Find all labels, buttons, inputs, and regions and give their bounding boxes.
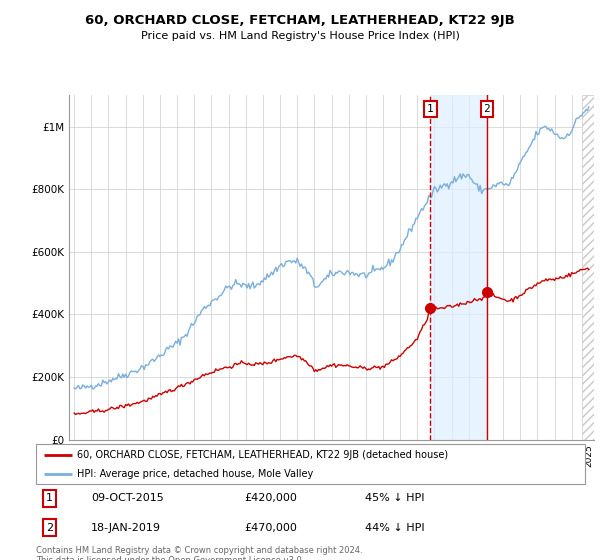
- Text: 18-JAN-2019: 18-JAN-2019: [91, 522, 161, 533]
- Text: Contains HM Land Registry data © Crown copyright and database right 2024.
This d: Contains HM Land Registry data © Crown c…: [36, 546, 362, 560]
- Text: £470,000: £470,000: [245, 522, 298, 533]
- Text: 44% ↓ HPI: 44% ↓ HPI: [365, 522, 425, 533]
- Text: 2: 2: [484, 104, 490, 114]
- Text: £420,000: £420,000: [245, 493, 298, 503]
- Text: Price paid vs. HM Land Registry's House Price Index (HPI): Price paid vs. HM Land Registry's House …: [140, 31, 460, 41]
- FancyBboxPatch shape: [36, 444, 585, 484]
- Text: 45% ↓ HPI: 45% ↓ HPI: [365, 493, 425, 503]
- Bar: [581, 95, 598, 440]
- Text: 1: 1: [46, 493, 53, 503]
- Text: 09-OCT-2015: 09-OCT-2015: [91, 493, 164, 503]
- Text: 60, ORCHARD CLOSE, FETCHAM, LEATHERHEAD, KT22 9JB: 60, ORCHARD CLOSE, FETCHAM, LEATHERHEAD,…: [85, 14, 515, 27]
- Text: HPI: Average price, detached house, Mole Valley: HPI: Average price, detached house, Mole…: [77, 469, 313, 479]
- Text: 1: 1: [427, 104, 434, 114]
- Text: 60, ORCHARD CLOSE, FETCHAM, LEATHERHEAD, KT22 9JB (detached house): 60, ORCHARD CLOSE, FETCHAM, LEATHERHEAD,…: [77, 450, 448, 460]
- Text: 2: 2: [46, 522, 53, 533]
- Bar: [581, 95, 598, 440]
- Bar: [430, 95, 487, 440]
